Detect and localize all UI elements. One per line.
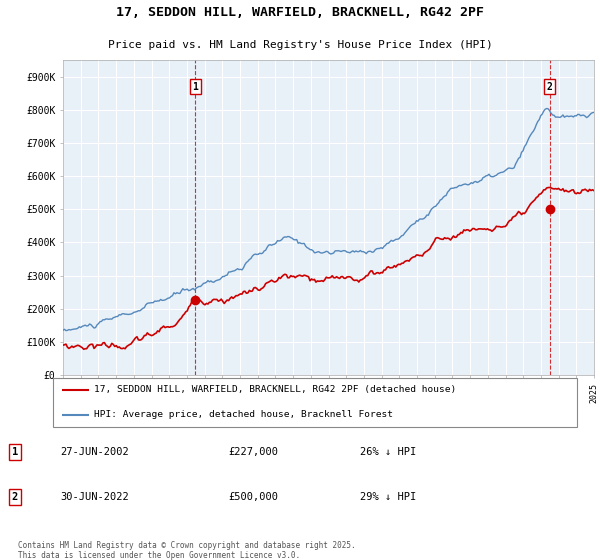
Text: Price paid vs. HM Land Registry's House Price Index (HPI): Price paid vs. HM Land Registry's House … bbox=[107, 40, 493, 50]
Text: 17, SEDDON HILL, WARFIELD, BRACKNELL, RG42 2PF (detached house): 17, SEDDON HILL, WARFIELD, BRACKNELL, RG… bbox=[94, 385, 456, 394]
Text: £500,000: £500,000 bbox=[228, 492, 278, 502]
Text: 17, SEDDON HILL, WARFIELD, BRACKNELL, RG42 2PF: 17, SEDDON HILL, WARFIELD, BRACKNELL, RG… bbox=[116, 6, 484, 18]
FancyBboxPatch shape bbox=[53, 378, 577, 427]
Text: 30-JUN-2022: 30-JUN-2022 bbox=[60, 492, 129, 502]
Text: 26% ↓ HPI: 26% ↓ HPI bbox=[360, 447, 416, 457]
Text: Contains HM Land Registry data © Crown copyright and database right 2025.
This d: Contains HM Land Registry data © Crown c… bbox=[18, 540, 356, 560]
Text: 27-JUN-2002: 27-JUN-2002 bbox=[60, 447, 129, 457]
Text: 1: 1 bbox=[12, 447, 18, 457]
Text: 2: 2 bbox=[12, 492, 18, 502]
Text: 29% ↓ HPI: 29% ↓ HPI bbox=[360, 492, 416, 502]
Text: HPI: Average price, detached house, Bracknell Forest: HPI: Average price, detached house, Brac… bbox=[94, 410, 393, 419]
Text: £227,000: £227,000 bbox=[228, 447, 278, 457]
Text: 1: 1 bbox=[193, 82, 199, 91]
Text: 2: 2 bbox=[547, 82, 553, 91]
